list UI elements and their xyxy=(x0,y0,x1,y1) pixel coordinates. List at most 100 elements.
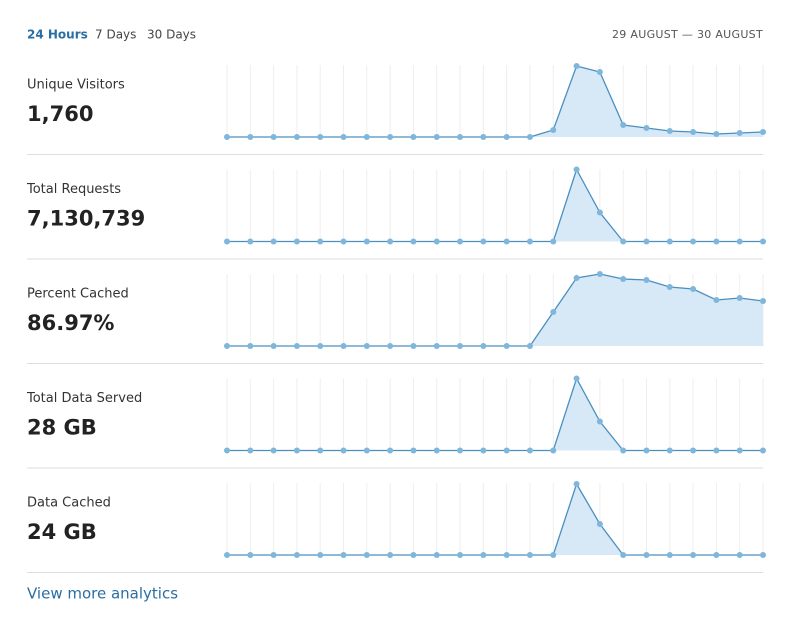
tab[interactable]: 30 Days xyxy=(147,28,196,42)
data-point xyxy=(270,134,277,140)
data-point xyxy=(736,552,743,558)
data-point xyxy=(317,552,324,558)
data-point xyxy=(550,552,557,558)
data-point xyxy=(690,552,697,558)
data-point xyxy=(573,275,580,281)
data-point xyxy=(573,481,580,487)
data-point xyxy=(340,343,347,349)
sparkline-area xyxy=(227,169,763,242)
data-point xyxy=(503,552,510,558)
data-point xyxy=(293,134,300,140)
data-point xyxy=(340,134,347,140)
data-point xyxy=(293,552,300,558)
data-point xyxy=(596,521,603,527)
data-point xyxy=(293,238,300,245)
data-point xyxy=(596,271,603,277)
tab[interactable]: 24 Hours xyxy=(27,28,88,42)
data-point xyxy=(736,130,743,136)
data-point xyxy=(573,63,580,69)
data-point xyxy=(247,134,254,140)
data-point xyxy=(620,276,627,282)
data-point xyxy=(433,134,440,140)
data-point xyxy=(713,131,720,137)
data-point xyxy=(410,447,417,454)
data-point xyxy=(620,238,627,245)
data-point xyxy=(387,238,394,245)
data-point xyxy=(293,447,300,454)
metric-label: Total Requests xyxy=(26,182,121,197)
data-point xyxy=(480,238,487,245)
data-point xyxy=(317,447,324,454)
data-point xyxy=(457,447,464,454)
metric-label: Unique Visitors xyxy=(27,78,125,93)
tab[interactable]: 7 Days xyxy=(95,28,136,42)
data-point xyxy=(736,295,743,301)
data-point xyxy=(410,552,417,558)
data-point xyxy=(317,238,324,245)
sparkline xyxy=(227,376,763,452)
data-point xyxy=(526,552,533,558)
data-point xyxy=(526,238,533,245)
data-point xyxy=(620,122,627,128)
data-point xyxy=(503,134,510,140)
data-point xyxy=(387,447,394,454)
data-point xyxy=(224,134,230,140)
data-point xyxy=(480,552,487,558)
data-point xyxy=(340,552,347,558)
metric-value: 28 GB xyxy=(27,416,97,440)
data-point xyxy=(596,418,603,425)
data-point xyxy=(270,447,277,454)
data-point xyxy=(666,447,673,454)
data-point xyxy=(503,238,510,245)
data-point xyxy=(247,447,254,454)
data-point xyxy=(666,238,673,245)
data-point xyxy=(713,447,720,454)
data-point xyxy=(760,552,766,558)
data-point xyxy=(550,309,557,315)
data-point xyxy=(224,447,230,454)
data-point xyxy=(457,134,464,140)
metric-label: Percent Cached xyxy=(27,287,129,302)
data-point xyxy=(526,343,533,349)
data-point xyxy=(480,134,487,140)
data-point xyxy=(224,238,230,245)
data-point xyxy=(736,447,743,454)
data-point xyxy=(666,284,673,290)
metric-label: Total Data Served xyxy=(26,391,142,406)
metric-label: Data Cached xyxy=(27,496,111,511)
data-point xyxy=(224,343,230,349)
data-point xyxy=(760,238,766,245)
data-point xyxy=(363,238,370,245)
data-point xyxy=(317,134,324,140)
data-point xyxy=(457,343,464,349)
metric-value: 24 GB xyxy=(27,520,97,544)
sparkline-area xyxy=(227,66,763,137)
data-point xyxy=(387,343,394,349)
data-point xyxy=(620,447,627,454)
data-point xyxy=(270,552,277,558)
data-point xyxy=(410,238,417,245)
data-point xyxy=(690,286,697,292)
sparkline-area xyxy=(227,484,763,555)
data-point xyxy=(760,129,766,135)
data-point xyxy=(410,343,417,349)
sparkline xyxy=(227,273,764,347)
data-point xyxy=(550,127,557,133)
data-point xyxy=(410,134,417,140)
data-point xyxy=(643,552,650,558)
sparkline xyxy=(227,65,764,138)
data-point xyxy=(643,238,650,245)
data-point xyxy=(573,375,580,382)
sparkline-area xyxy=(227,274,763,346)
sparkline xyxy=(227,167,763,243)
data-point xyxy=(713,552,720,558)
data-point xyxy=(526,134,533,140)
data-point xyxy=(224,552,230,558)
data-point xyxy=(433,238,440,245)
data-point xyxy=(550,238,557,245)
data-point xyxy=(317,343,324,349)
analytics-link[interactable]: View more analytics xyxy=(27,585,178,603)
data-point xyxy=(596,69,603,75)
metric-value: 7,130,739 xyxy=(27,207,145,231)
